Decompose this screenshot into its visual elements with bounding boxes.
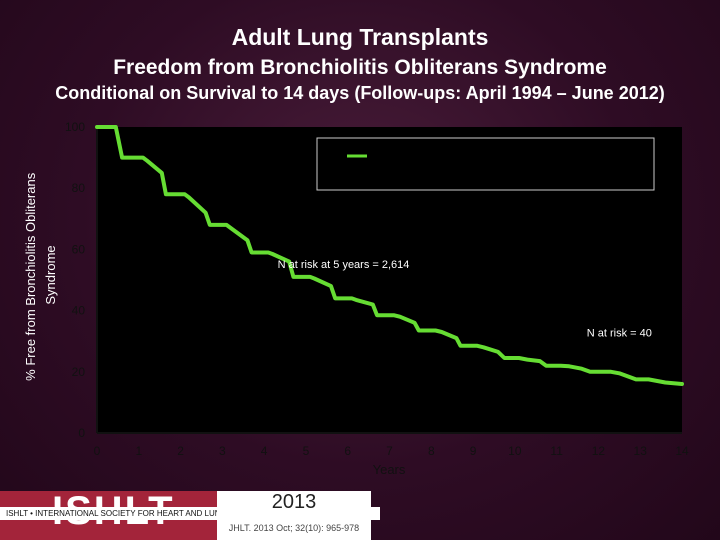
- y-tick-label: 100: [65, 120, 85, 134]
- legend: [316, 137, 655, 191]
- x-tick-label: 4: [261, 444, 268, 458]
- x-tick-label: 10: [508, 444, 522, 458]
- year-box: 2013 JHLT. 2013 Oct; 32(10): 965-978: [217, 491, 371, 540]
- citation: JHLT. 2013 Oct; 32(10): 965-978: [228, 523, 360, 533]
- x-tick-label: 5: [303, 444, 310, 458]
- y-tick-labels: 0 20 40 60 80 100: [65, 120, 85, 440]
- y-axis-label: % Free from Bronchiolitis Obliterans Syn…: [23, 169, 58, 381]
- x-tick-label: 14: [675, 444, 689, 458]
- series-layer: [95, 125, 684, 386]
- x-tick-label: 13: [634, 444, 648, 458]
- x-tick-label: 8: [428, 444, 435, 458]
- series-line-0: [95, 125, 684, 386]
- x-tick-label: 7: [386, 444, 393, 458]
- y-tick-label: 20: [72, 365, 86, 379]
- x-tick-label: 9: [470, 444, 477, 458]
- report-year: 2013: [271, 491, 317, 513]
- x-tick-labels: 0 1 2 3 4 5 6 7 8 9 10 11 12 13 14: [94, 444, 689, 458]
- x-tick-label: 6: [344, 444, 351, 458]
- x-tick-label: 2: [177, 444, 184, 458]
- y-tick-label: 40: [72, 304, 86, 318]
- y-tick-label: 60: [72, 242, 86, 256]
- annotation-n-at-risk-end: N at risk = 40: [587, 328, 652, 340]
- y-tick-label: 80: [72, 181, 86, 195]
- slide-subtitle-2: Conditional on Survival to 14 days (Foll…: [55, 83, 665, 103]
- x-tick-label: 11: [550, 444, 563, 458]
- x-tick-label: 0: [94, 444, 101, 458]
- y-tick-label: 0: [78, 426, 85, 440]
- x-tick-label: 1: [135, 444, 142, 458]
- x-tick-label: 3: [219, 444, 226, 458]
- x-tick-label: 12: [592, 444, 606, 458]
- slide-subtitle: Freedom from Bronchiolitis Obliterans Sy…: [113, 56, 607, 79]
- slide-title: Adult Lung Transplants: [231, 24, 489, 50]
- x-axis-label: Years: [373, 462, 406, 477]
- annotation-n-at-risk-5-years: N at risk at 5 years = 2,614: [278, 259, 410, 271]
